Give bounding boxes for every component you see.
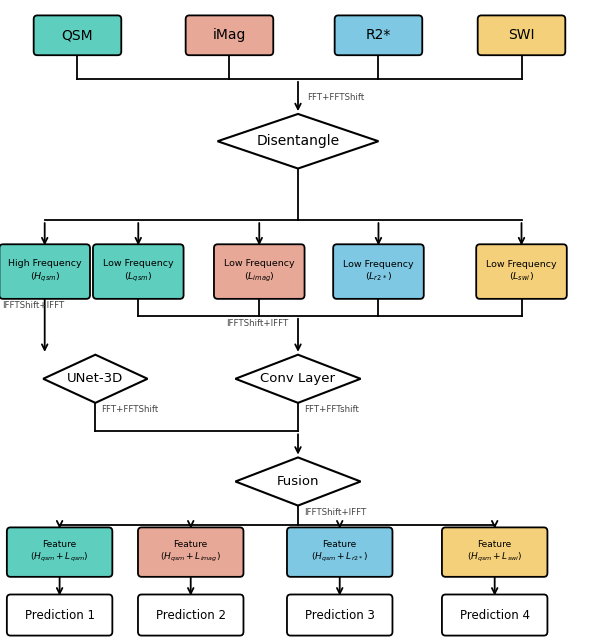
Text: Prediction 1: Prediction 1: [24, 609, 95, 621]
Text: QSM: QSM: [61, 28, 94, 42]
FancyBboxPatch shape: [138, 528, 243, 577]
Text: FFT+FFTShift: FFT+FFTShift: [307, 93, 364, 102]
Text: Prediction 4: Prediction 4: [460, 609, 530, 621]
FancyBboxPatch shape: [442, 594, 548, 636]
FancyBboxPatch shape: [214, 245, 305, 299]
Text: Feature
$(H_{qsm}+L_{swi})$: Feature $(H_{qsm}+L_{swi})$: [467, 540, 522, 564]
FancyBboxPatch shape: [478, 15, 565, 55]
Text: FFT+FFTShift: FFT+FFTShift: [101, 406, 159, 415]
Text: IFFTShift+IFFT: IFFTShift+IFFT: [226, 319, 288, 328]
Text: Fusion: Fusion: [277, 475, 319, 488]
FancyBboxPatch shape: [333, 245, 424, 299]
FancyBboxPatch shape: [7, 594, 113, 636]
Text: IFFTShift+IFFT: IFFTShift+IFFT: [304, 508, 366, 517]
Polygon shape: [218, 114, 378, 168]
FancyBboxPatch shape: [287, 528, 392, 577]
Text: SWI: SWI: [508, 28, 535, 42]
Text: R2*: R2*: [366, 28, 391, 42]
Text: Prediction 3: Prediction 3: [305, 609, 375, 621]
Text: Feature
$(H_{qsm}+L_{r2*})$: Feature $(H_{qsm}+L_{r2*})$: [311, 540, 368, 564]
Text: Prediction 2: Prediction 2: [156, 609, 226, 621]
FancyBboxPatch shape: [0, 245, 90, 299]
Text: Low Frequency
$(L_{swi})$: Low Frequency $(L_{swi})$: [486, 260, 557, 283]
Text: IFFTShift+IFFT: IFFTShift+IFFT: [2, 302, 64, 311]
FancyBboxPatch shape: [93, 245, 184, 299]
FancyBboxPatch shape: [138, 594, 243, 636]
Polygon shape: [235, 355, 361, 403]
FancyBboxPatch shape: [186, 15, 273, 55]
Text: iMag: iMag: [213, 28, 246, 42]
Text: FFT+FFTshift: FFT+FFTshift: [304, 406, 359, 415]
Polygon shape: [44, 355, 147, 403]
FancyBboxPatch shape: [7, 528, 113, 577]
Text: Conv Layer: Conv Layer: [260, 372, 336, 385]
FancyBboxPatch shape: [476, 245, 567, 299]
FancyBboxPatch shape: [287, 594, 392, 636]
Text: High Frequency
$(H_{qsm})$: High Frequency $(H_{qsm})$: [8, 259, 82, 284]
Polygon shape: [235, 457, 361, 506]
FancyBboxPatch shape: [33, 15, 122, 55]
Text: Low Frequency
$(L_{r2*})$: Low Frequency $(L_{r2*})$: [343, 260, 414, 283]
Text: UNet-3D: UNet-3D: [67, 372, 123, 385]
FancyBboxPatch shape: [335, 15, 422, 55]
Text: Low Frequency
$(L_{imag})$: Low Frequency $(L_{imag})$: [224, 259, 294, 284]
Text: Disentangle: Disentangle: [256, 134, 340, 148]
Text: Feature
$(H_{qsm}+L_{qsm})$: Feature $(H_{qsm}+L_{qsm})$: [30, 540, 89, 564]
Text: Low Frequency
$(L_{qsm})$: Low Frequency $(L_{qsm})$: [103, 259, 173, 284]
FancyBboxPatch shape: [442, 528, 548, 577]
Text: Feature
$(H_{qsm}+L_{imag})$: Feature $(H_{qsm}+L_{imag})$: [160, 540, 221, 564]
